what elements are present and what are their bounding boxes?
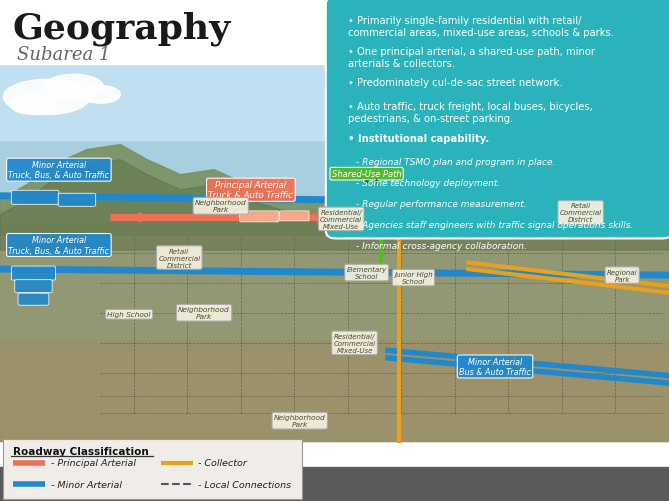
FancyBboxPatch shape: [3, 439, 302, 499]
Text: - Agencies staff engineers with traffic signal operations skills.: - Agencies staff engineers with traffic …: [356, 220, 634, 229]
FancyBboxPatch shape: [326, 0, 669, 239]
FancyBboxPatch shape: [58, 194, 96, 207]
Text: Retail
Commercial
District: Retail Commercial District: [560, 203, 601, 223]
Text: - Collector: - Collector: [198, 458, 247, 467]
Bar: [0, 0, 669, 235]
FancyBboxPatch shape: [280, 211, 309, 221]
FancyBboxPatch shape: [11, 191, 59, 205]
Text: Neighborhood
Park: Neighborhood Park: [195, 200, 247, 213]
Bar: [0, 225, 669, 441]
Text: • Auto traffic, truck freight, local buses, bicycles,
pedestrians, & on-street p: • Auto traffic, truck freight, local bus…: [348, 102, 593, 124]
Text: High School: High School: [108, 312, 151, 318]
Text: Neighborhood
Park: Neighborhood Park: [178, 307, 230, 320]
Text: Residential/
Commercial
Mixed-Use: Residential/ Commercial Mixed-Use: [334, 333, 375, 353]
Text: - Some technology deployment.: - Some technology deployment.: [356, 178, 500, 187]
Text: Regional
Park: Regional Park: [607, 269, 638, 282]
Bar: [0, 210, 669, 351]
Text: Roadway Classification: Roadway Classification: [13, 446, 149, 456]
Bar: [0, 341, 669, 441]
Bar: [0, 467, 669, 501]
FancyBboxPatch shape: [11, 267, 56, 281]
Polygon shape: [0, 145, 669, 235]
Text: • Predominately cul-de-sac street network.: • Predominately cul-de-sac street networ…: [348, 78, 563, 88]
Text: Minor Arterial
Truck, Bus, & Auto Traffic: Minor Arterial Truck, Bus, & Auto Traffi…: [9, 236, 109, 255]
Ellipse shape: [43, 75, 104, 100]
Text: Subarea 1: Subarea 1: [17, 46, 110, 64]
Text: Geography: Geography: [12, 11, 230, 46]
Text: - Regional TSMO plan and program in place.: - Regional TSMO plan and program in plac…: [356, 157, 555, 166]
Ellipse shape: [3, 80, 90, 115]
Text: - Regular performance measurement.: - Regular performance measurement.: [356, 199, 527, 208]
Ellipse shape: [80, 86, 120, 104]
Text: • Institutional capability.: • Institutional capability.: [348, 133, 489, 143]
Text: - Principal Arterial: - Principal Arterial: [51, 458, 136, 467]
Text: Principal Arterial
Truck & Auto Traffic: Principal Arterial Truck & Auto Traffic: [209, 181, 293, 200]
Text: Minor Arterial
Truck, Bus, & Auto Traffic: Minor Arterial Truck, Bus, & Auto Traffi…: [9, 161, 109, 180]
Text: • Primarily single-family residential with retail/
commercial areas, mixed-use a: • Primarily single-family residential wi…: [348, 16, 614, 38]
Bar: [0, 0, 669, 140]
Text: Elementary
School: Elementary School: [347, 267, 387, 280]
Text: - Local Connections: - Local Connections: [198, 480, 291, 489]
FancyBboxPatch shape: [240, 211, 279, 222]
Text: Residential/
Commercial
Mixed-Use: Residential/ Commercial Mixed-Use: [320, 209, 362, 229]
Text: Minor Arterial
Bus & Auto Traffic: Minor Arterial Bus & Auto Traffic: [459, 357, 531, 376]
Bar: [0, 0, 331, 65]
Text: - Minor Arterial: - Minor Arterial: [51, 480, 122, 489]
FancyBboxPatch shape: [15, 280, 52, 293]
Polygon shape: [0, 160, 669, 250]
Text: ★ ✦: ★ ✦: [363, 176, 380, 185]
Text: Shared-Use Path: Shared-Use Path: [332, 170, 401, 179]
FancyBboxPatch shape: [18, 294, 49, 306]
Ellipse shape: [10, 95, 57, 115]
Text: Neighborhood
Park: Neighborhood Park: [274, 414, 326, 427]
Text: Retail
Commercial
District: Retail Commercial District: [159, 248, 200, 268]
Text: - Informal cross-agency collaboration.: - Informal cross-agency collaboration.: [356, 241, 527, 250]
Text: Junior High
School: Junior High School: [394, 272, 433, 285]
Text: • One principal arterial, a shared-use path, minor
arterials & collectors.: • One principal arterial, a shared-use p…: [348, 47, 595, 69]
Bar: [0, 0, 669, 8]
